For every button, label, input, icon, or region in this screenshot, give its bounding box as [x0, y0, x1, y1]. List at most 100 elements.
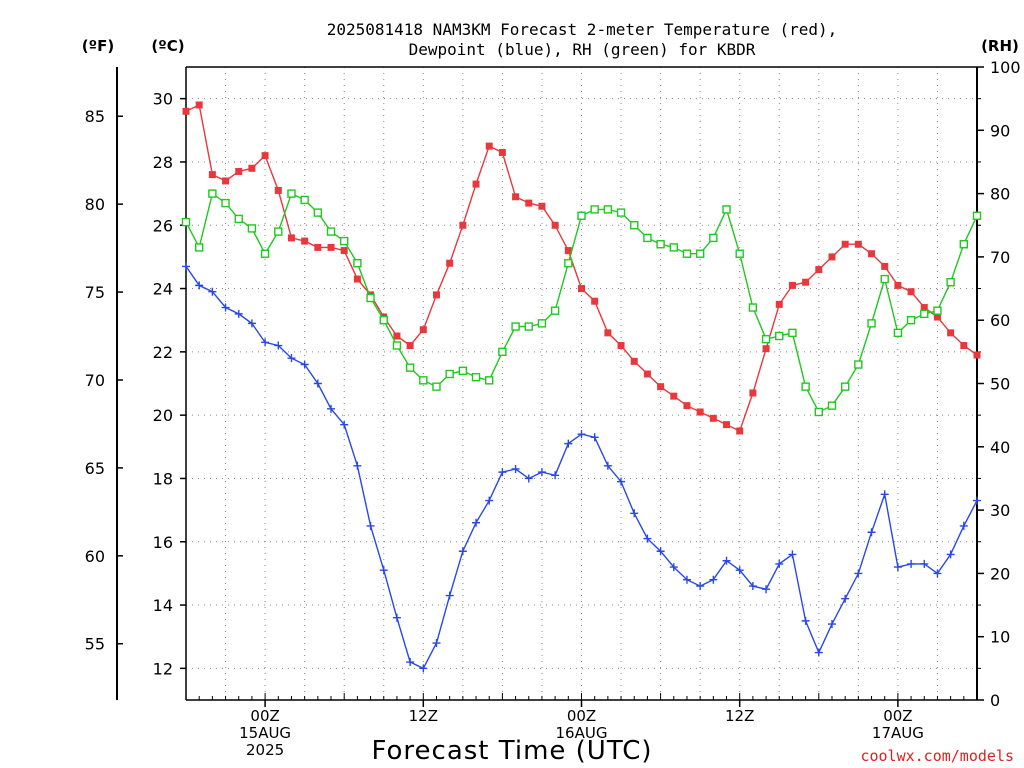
- 2-meter-temperature-point: [933, 313, 941, 321]
- celsius-tick-label: 12: [153, 659, 173, 678]
- dewpoint-point: [274, 341, 283, 350]
- dewpoint-point: [656, 547, 665, 556]
- 2-meter-temperature-point: [775, 300, 783, 308]
- rh-tick-label: 70: [990, 248, 1010, 267]
- dewpoint-point: [234, 309, 243, 318]
- time-tick-label: 12Z: [725, 707, 754, 725]
- rh-point: [603, 205, 613, 214]
- dewpoint-point: [327, 404, 336, 413]
- 2-meter-temperature-point: [762, 345, 770, 353]
- celsius-tick-label: 26: [153, 216, 173, 235]
- rh-point: [471, 372, 481, 382]
- 2-meter-temperature-point: [525, 199, 533, 207]
- dewpoint-point: [788, 550, 797, 559]
- 2-meter-temperature-point: [406, 342, 414, 350]
- 2-meter-temperature-point: [314, 243, 322, 251]
- fahrenheit-tick-label: 85: [85, 107, 105, 126]
- rh-point: [590, 205, 599, 214]
- dewpoint-point: [392, 613, 401, 622]
- 2-meter-temperature-point: [261, 152, 269, 160]
- rh-point: [722, 205, 731, 214]
- 2-meter-temperature-point: [485, 142, 493, 150]
- 2-meter-temperature-point: [815, 266, 823, 274]
- celsius-tick-label: 20: [153, 406, 173, 425]
- dewpoint-point: [682, 575, 691, 584]
- celsius-tick-label: 22: [153, 343, 173, 362]
- rh-point: [405, 363, 415, 372]
- rh-point: [735, 249, 744, 258]
- rh-point: [379, 316, 388, 325]
- 2-meter-temperature-point: [657, 383, 665, 391]
- 2-meter-temperature-point: [854, 240, 862, 248]
- dewpoint-point: [933, 569, 942, 578]
- 2-meter-temperature-point: [920, 304, 928, 312]
- rh-point: [234, 214, 243, 224]
- 2-meter-temperature-point: [907, 288, 915, 296]
- dewpoint-point: [603, 461, 612, 470]
- dewpoint-point: [458, 547, 467, 556]
- 2-meter-temperature-point: [736, 427, 744, 435]
- chart-title-line-1: 2025081418 NAM3KM Forecast 2-meter Tempe…: [327, 20, 838, 39]
- dewpoint-point: [472, 518, 481, 527]
- rh-point: [353, 259, 362, 268]
- dewpoint-point: [524, 474, 533, 483]
- rh-axis-ticks: 0 10 20 30 40 50 60 70 80 90 100: [977, 58, 1021, 710]
- fahrenheit-tick-label: 55: [85, 635, 105, 654]
- rh-point: [656, 240, 665, 249]
- dewpoint-point: [208, 287, 217, 296]
- celsius-tick-label: 30: [153, 90, 173, 109]
- dewpoint-point: [353, 461, 362, 470]
- rh-point: [893, 328, 903, 338]
- rh-point: [775, 331, 784, 341]
- rh-point: [827, 401, 837, 410]
- rh-tick-label: 30: [990, 501, 1010, 520]
- rh-point: [340, 236, 349, 246]
- rh-unit-label: (RH): [981, 37, 1019, 55]
- time-tick-label: 00Z: [250, 707, 279, 725]
- 2-meter-temperature-point: [802, 278, 810, 286]
- rh-point: [458, 366, 468, 376]
- 2-meter-temperature-point: [274, 186, 282, 194]
- rh-point: [669, 243, 678, 252]
- rh-point: [326, 227, 336, 236]
- series-layer: [181, 101, 982, 673]
- celsius-tick-label: 18: [153, 469, 173, 488]
- 2-meter-temperature-point: [472, 180, 480, 188]
- dewpoint-point: [498, 468, 507, 477]
- fahrenheit-unit-label: (ºF): [82, 37, 114, 55]
- rh-point: [748, 303, 758, 312]
- 2-meter-temperature-point: [446, 259, 454, 267]
- dewpoint-point: [182, 262, 190, 271]
- rh-point: [854, 360, 863, 369]
- dewpoint-point: [287, 354, 296, 363]
- 2-meter-temperature-point: [498, 148, 506, 156]
- dewpoint-point: [709, 575, 718, 584]
- dewpoint-point: [907, 559, 916, 568]
- dewpoint-point: [814, 648, 823, 657]
- dewpoint-point: [748, 582, 757, 591]
- dewpoint-point: [920, 559, 929, 568]
- 2-meter-temperature-point: [432, 291, 440, 299]
- 2-meter-temperature-line: [185, 103, 978, 432]
- dewpoint-point: [854, 569, 863, 578]
- 2-meter-temperature-point: [683, 402, 691, 410]
- time-tick-label: 16AUG: [556, 724, 608, 742]
- 2-meter-temperature-point: [340, 247, 348, 255]
- 2-meter-temperature-point: [353, 275, 361, 283]
- dewpoint-point: [617, 477, 626, 486]
- 2-meter-temperature-point: [235, 167, 243, 175]
- rh-point: [709, 233, 718, 243]
- rh-point: [287, 189, 296, 198]
- celsius-tick-label: 14: [153, 596, 173, 615]
- rh-point: [880, 274, 889, 284]
- 2-meter-temperature-point: [301, 237, 309, 245]
- dewpoint-point: [696, 582, 705, 591]
- dewpoint-point: [485, 496, 494, 505]
- dewpoint-point: [590, 433, 599, 442]
- rh-tick-label: 0: [990, 691, 1000, 710]
- rh-tick-label: 20: [990, 564, 1010, 583]
- rh-point: [181, 217, 191, 227]
- time-tick-label: 00Z: [567, 707, 596, 725]
- 2-meter-temperature-point: [696, 408, 704, 416]
- rh-point: [485, 376, 494, 385]
